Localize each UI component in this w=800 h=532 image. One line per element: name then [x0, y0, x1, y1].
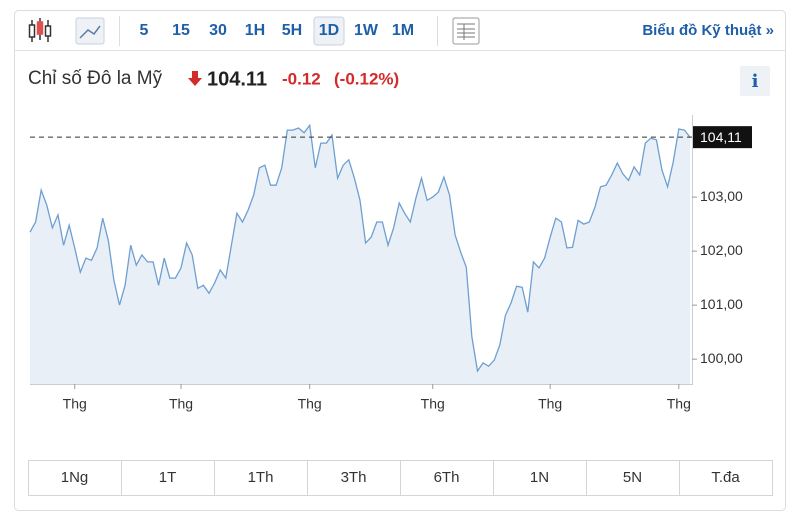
range-label: 1Ng	[61, 469, 89, 486]
area-fill	[30, 125, 690, 385]
range-label: 1Th	[248, 469, 274, 486]
y-tick-label: 103,00	[700, 188, 743, 204]
table-icon[interactable]	[452, 17, 480, 45]
range-button[interactable]	[679, 460, 773, 496]
range-button[interactable]	[493, 460, 587, 496]
interval-button[interactable]: 1H	[245, 22, 265, 39]
last-price-label: 104,11	[700, 129, 742, 145]
interval-active[interactable]	[313, 16, 345, 46]
y-tick-label: 101,00	[700, 296, 743, 312]
candle-icon[interactable]	[28, 18, 52, 42]
area-icon-line	[79, 25, 101, 39]
table-icon-lines	[457, 23, 475, 40]
down-arrow	[188, 71, 202, 86]
interval-button[interactable]: 1D	[319, 22, 339, 39]
x-tick-label: Thg	[63, 396, 87, 412]
range-button[interactable]	[307, 460, 401, 496]
x-tick-label: Thg	[298, 396, 322, 412]
x-tick-label: Thg	[538, 396, 562, 412]
interval-button[interactable]: 30	[209, 22, 227, 39]
interval-button[interactable]: 15	[172, 22, 190, 39]
range-button[interactable]	[400, 460, 494, 496]
range-label: 1N	[530, 469, 549, 486]
y-tick-label: 100,00	[700, 350, 743, 366]
info-button[interactable]	[740, 66, 770, 96]
range-label: 1T	[159, 469, 177, 486]
interval-button[interactable]: 1M	[392, 22, 414, 39]
technical-link[interactable]: Biểu đồ Kỹ thuật »	[642, 22, 774, 39]
x-tick-label: Thg	[421, 396, 445, 412]
price: 104.11	[207, 68, 267, 90]
instrument-title: Chỉ số Đô la Mỹ	[28, 68, 163, 89]
interval-button[interactable]: 1W	[354, 22, 379, 39]
change: -0.12	[282, 69, 321, 88]
range-label: 6Th	[434, 469, 460, 486]
interval-button[interactable]: 5	[140, 22, 149, 39]
x-tick-label: Thg	[667, 396, 691, 412]
range-button[interactable]	[28, 460, 122, 496]
last-price-box	[693, 126, 752, 149]
range-button[interactable]	[586, 460, 680, 496]
range-button[interactable]	[214, 460, 308, 496]
range-label: 5N	[623, 469, 642, 486]
range-label: 3Th	[341, 469, 367, 486]
info-icon: i	[752, 71, 759, 92]
price-line	[29, 123, 691, 373]
interval-button[interactable]: 5H	[282, 22, 302, 39]
change-pct: (-0.12%)	[334, 69, 399, 88]
range-label: T.đa	[711, 469, 740, 486]
range-button[interactable]	[121, 460, 215, 496]
x-tick-label: Thg	[169, 396, 193, 412]
y-tick-label: 102,00	[700, 242, 743, 258]
